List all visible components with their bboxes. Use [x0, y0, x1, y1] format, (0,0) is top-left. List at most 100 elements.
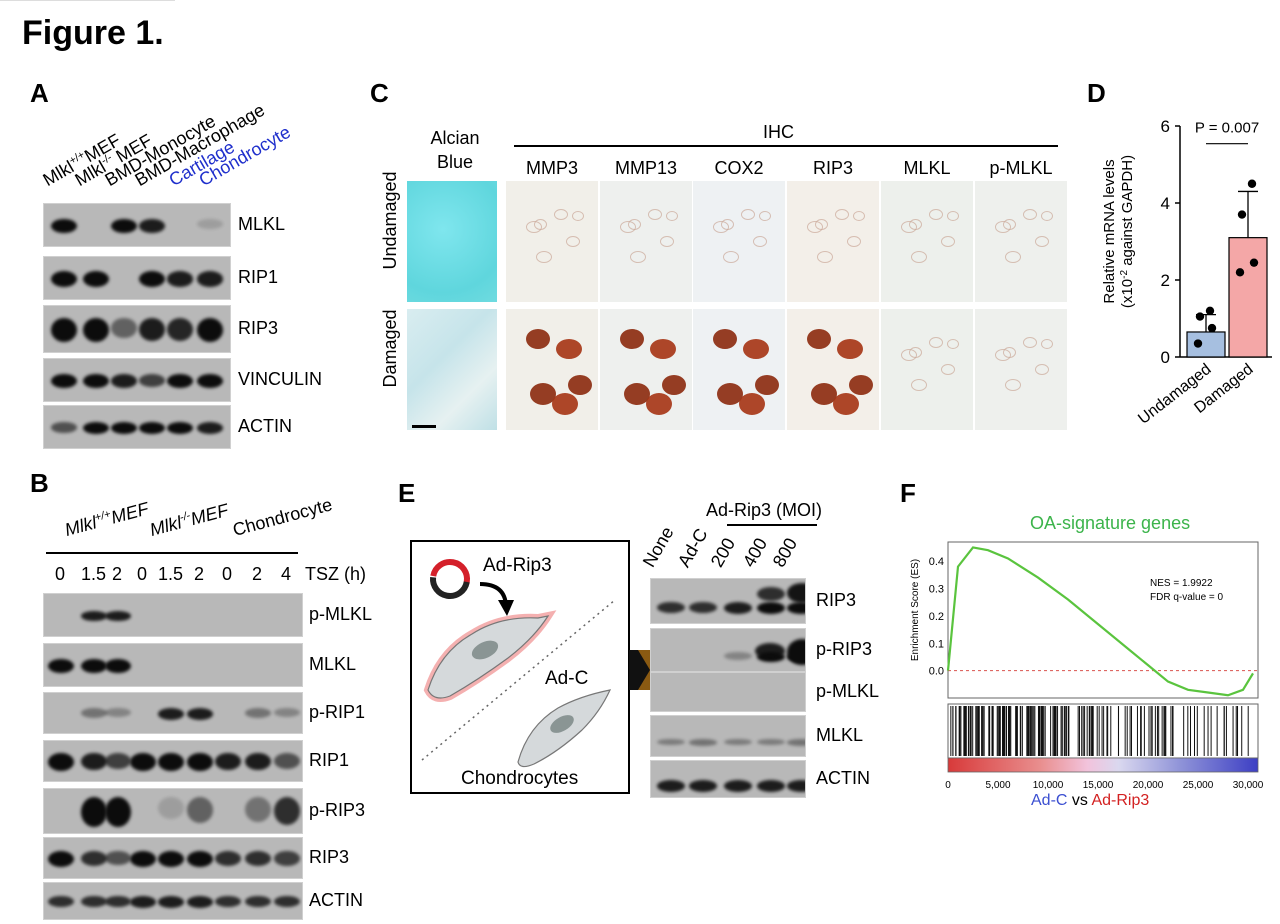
e-blot-p-rip3-band-5 [787, 639, 805, 665]
b-timepoint: 0 [54, 564, 65, 584]
vector-underline [727, 524, 817, 526]
a-blot-rip3-band-0 [51, 318, 77, 342]
a-row-label: MLKL [238, 214, 286, 234]
ihc-cell [929, 337, 943, 348]
a-blot-rip1-band-1 [83, 271, 109, 287]
b-row-label: p-RIP1 [309, 702, 366, 722]
ihc-cell [1035, 364, 1049, 375]
ihc-column-label: RIP3 [812, 158, 854, 178]
d-p-value: P = 0.007 [1195, 120, 1259, 137]
rip3-schematic [410, 540, 654, 794]
ihc-tile [975, 181, 1067, 302]
b-blot-rip3-band-5 [187, 851, 213, 867]
b-row-label: MLKL [309, 654, 357, 674]
f-x-tick-label: 10,000 [1033, 780, 1064, 791]
top-rule [0, 0, 175, 1]
e-row-label: ACTIN [816, 768, 870, 788]
alcian-label-line1: Alcian [430, 128, 480, 148]
b-blot-p-rip3-band-5 [187, 797, 213, 823]
b-blot-p-rip1-band-2 [105, 708, 131, 718]
b-blot-p-rip1-band-1 [81, 708, 107, 718]
d-data-point [1249, 258, 1259, 267]
a-blot-actin-band-1 [83, 422, 109, 434]
ihc-cell [941, 364, 955, 375]
a-blot-actin [43, 405, 231, 449]
b-blot-p-mlkl [43, 593, 303, 637]
control-cell-nucleus [550, 715, 574, 733]
d-data-point [1205, 306, 1215, 315]
ihc-cell [552, 393, 578, 415]
a-blot-rip3-band-2 [111, 318, 137, 339]
a-blot-vinculin-band-5 [197, 374, 223, 388]
b-row-label: p-MLKL [309, 604, 373, 624]
ihc-cell [554, 209, 568, 220]
ihc-tile [600, 181, 692, 302]
e-row-label: RIP3 [816, 590, 857, 610]
e-blot-mlkl-band-3 [757, 739, 785, 746]
b-blot-mlkl [43, 643, 303, 687]
ihc-tile [881, 309, 973, 430]
e-blot-p-rip3-band-2 [724, 652, 752, 660]
b-blot-actin-band-1 [81, 896, 107, 908]
ihc-column-label: p-MLKL [989, 158, 1053, 178]
b-row-label: p-RIP3 [309, 800, 366, 820]
f-x-tick-label: 25,000 [1183, 780, 1214, 791]
d-data-point [1193, 339, 1203, 348]
ihc-cell [911, 251, 927, 263]
b-timepoint: 1.5 [81, 564, 107, 584]
e-lane-label: 800 [768, 534, 802, 571]
b-blot-rip3 [43, 837, 303, 879]
a-blot-rip3 [43, 305, 231, 353]
ihc-cell [572, 211, 584, 221]
b-group-underline [133, 552, 223, 554]
ihc-cell [909, 219, 922, 230]
panel-d-label: D [1087, 78, 1106, 108]
e-blot-actin-band-4 [787, 780, 805, 792]
a-blot-mlkl-band-2 [111, 219, 137, 233]
b-group-underline [46, 552, 144, 554]
ihc-cell [853, 211, 865, 221]
f-fdr: FDR q-value = 0 [1150, 592, 1224, 603]
ihc-cell [628, 219, 641, 230]
e-lane-label: 200 [706, 534, 740, 571]
d-data-point [1247, 179, 1257, 188]
f-x-tick-label: 5,000 [985, 780, 1010, 791]
panel-e-label: E [398, 478, 416, 508]
e-row-label: p-RIP3 [816, 639, 873, 659]
a-row-label: VINCULIN [238, 369, 323, 389]
f-es-curve [946, 546, 1254, 697]
b-group-label: Chondrocyte [231, 494, 335, 541]
b-group-label-base: Mlkl [147, 512, 184, 541]
e-blot-actin-band-0 [657, 780, 685, 792]
ihc-cell [650, 339, 676, 359]
gsea-title: OA-signature genes [1030, 513, 1191, 533]
d-y-label-post: against GAPDH) [1119, 155, 1136, 270]
f-y-tick-label: 0.2 [929, 611, 944, 623]
ihc-tile [693, 181, 785, 302]
ihc-cell [911, 379, 927, 391]
ihc-cell [833, 393, 859, 415]
figure-title: Figure 1. [22, 14, 164, 52]
ihc-tile [787, 309, 879, 430]
panel-a-label: A [30, 78, 49, 108]
e-blot-mlkl [650, 715, 806, 757]
b-blot-actin-band-6 [215, 896, 241, 908]
ihc-label: IHC [763, 122, 794, 142]
ihc-cell [721, 219, 734, 230]
e-blot-actin-band-2 [724, 780, 752, 792]
a-blot-vinculin-band-2 [111, 374, 137, 388]
e-lane-label: Ad-C [673, 524, 712, 571]
e-blot-rip3-band-0 [657, 602, 685, 614]
ihc-cell [556, 339, 582, 359]
e-blot-mlkl-band-0 [657, 739, 685, 746]
gsea-legend: Ad-C vs Ad-Rip3 [1031, 792, 1149, 810]
f-x-tick-label: 0 [945, 780, 951, 791]
d-data-point [1195, 312, 1205, 321]
a-blot-actin-band-0 [51, 422, 77, 433]
a-blot-actin-band-3 [139, 422, 165, 434]
b-blot-rip3-band-3 [130, 851, 156, 867]
ihc-cell [811, 383, 837, 405]
f-y-tick-label: 0.1 [929, 638, 944, 650]
f-plot-frame [947, 541, 1259, 699]
